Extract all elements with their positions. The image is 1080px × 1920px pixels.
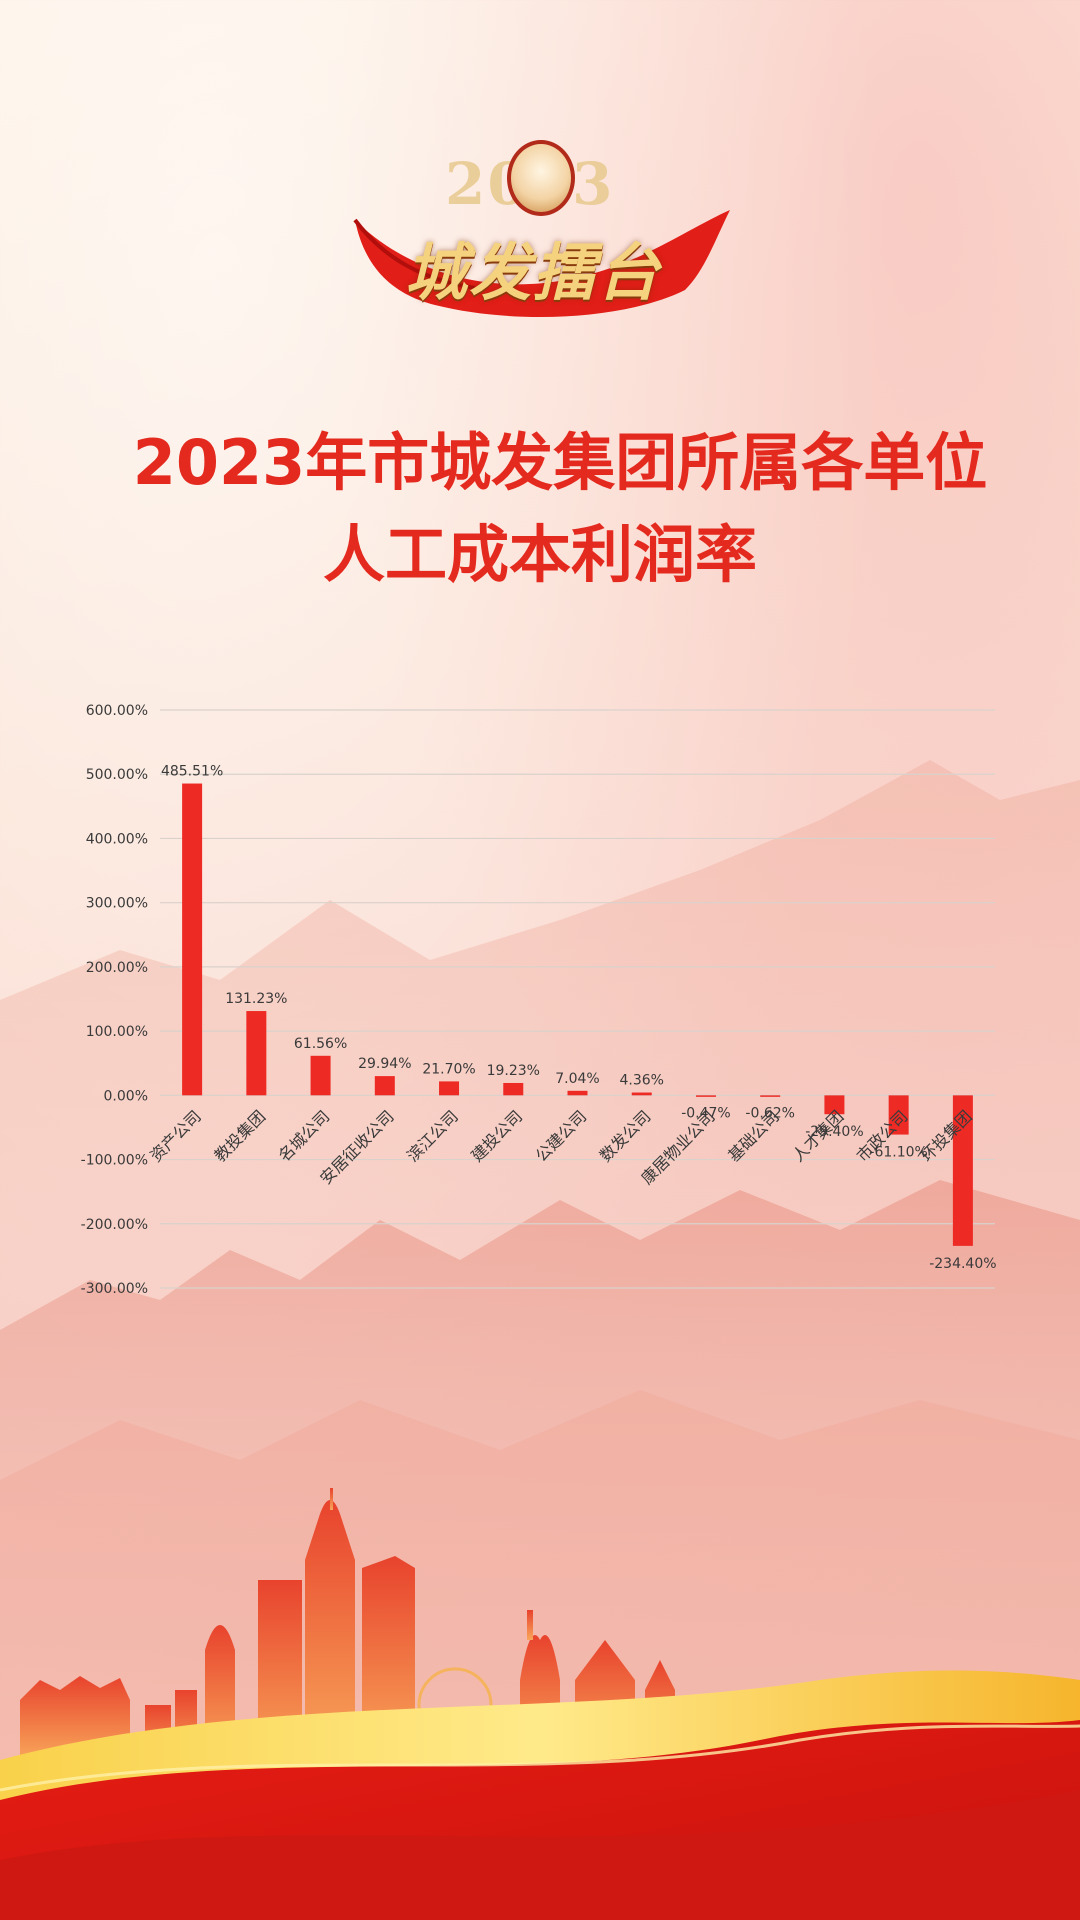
bar bbox=[182, 783, 203, 1096]
data-label: 131.23% bbox=[225, 991, 287, 1007]
bar bbox=[567, 1090, 588, 1096]
y-tick-label: 100.00% bbox=[86, 1024, 148, 1040]
data-label: -234.40% bbox=[929, 1256, 996, 1272]
data-label: 7.04% bbox=[555, 1071, 599, 1087]
chart-grid bbox=[160, 709, 995, 1289]
page-title-line1: 2023年市城发集团所属各单位 bbox=[132, 426, 988, 499]
bar bbox=[310, 1055, 331, 1096]
y-axis-ticks: 600.00% 500.00% 400.00% 300.00% 200.00% 100.0… bbox=[81, 703, 148, 1297]
chart-data-labels: 485.51% 131.23% 61.56% 29.94% 21.70% 19.23% 7.… bbox=[161, 764, 997, 1272]
data-label: -29.40% bbox=[805, 1124, 863, 1140]
data-label: -61.10% bbox=[869, 1145, 927, 1161]
bar bbox=[888, 1095, 909, 1135]
y-tick-label: 600.00% bbox=[86, 703, 148, 719]
bar bbox=[695, 1095, 716, 1097]
data-label: 4.36% bbox=[619, 1073, 663, 1089]
y-tick-label: 400.00% bbox=[86, 831, 148, 847]
x-category-label: 名城公司 bbox=[275, 1107, 334, 1166]
logo-text: 城发擂台 bbox=[405, 236, 662, 309]
bar bbox=[952, 1095, 973, 1246]
data-label: 21.70% bbox=[422, 1061, 475, 1077]
chart-bars bbox=[182, 783, 973, 1246]
data-label: 485.51% bbox=[161, 764, 223, 780]
y-tick-label: -100.00% bbox=[81, 1153, 148, 1169]
y-tick-label: 200.00% bbox=[86, 960, 148, 976]
x-category-label: 建投公司 bbox=[467, 1107, 526, 1166]
data-label: 19.23% bbox=[487, 1063, 540, 1079]
x-category-label: 滨江公司 bbox=[403, 1107, 462, 1166]
data-label: -0.62% bbox=[745, 1106, 795, 1122]
logo: 2023 城发擂台 bbox=[345, 130, 735, 330]
bar bbox=[439, 1081, 460, 1096]
y-tick-label: 0.00% bbox=[104, 1088, 148, 1104]
bar bbox=[824, 1095, 845, 1115]
x-category-label: 数发公司 bbox=[596, 1107, 655, 1166]
x-category-label: 公建公司 bbox=[532, 1107, 591, 1166]
ribbon-icon bbox=[353, 210, 730, 317]
y-tick-label: -300.00% bbox=[81, 1281, 148, 1297]
data-label: 29.94% bbox=[358, 1056, 411, 1072]
y-tick-label: -200.00% bbox=[81, 1217, 148, 1233]
bar bbox=[760, 1095, 781, 1097]
x-category-label: 教投集团 bbox=[210, 1107, 269, 1166]
bar bbox=[503, 1082, 524, 1096]
bar bbox=[631, 1092, 652, 1096]
bar bbox=[374, 1076, 395, 1096]
drum-icon bbox=[507, 140, 575, 216]
bar bbox=[246, 1011, 267, 1096]
y-tick-label: 300.00% bbox=[86, 896, 148, 912]
data-label: -0.47% bbox=[681, 1106, 731, 1122]
page-title-line2: 人工成本利润率 bbox=[322, 518, 757, 591]
data-label: 61.56% bbox=[294, 1036, 347, 1052]
bar-chart: 600.00% 500.00% 400.00% 300.00% 200.00% 100.0… bbox=[81, 703, 997, 1297]
y-tick-label: 500.00% bbox=[86, 767, 148, 783]
x-category-label: 资产公司 bbox=[146, 1107, 205, 1166]
